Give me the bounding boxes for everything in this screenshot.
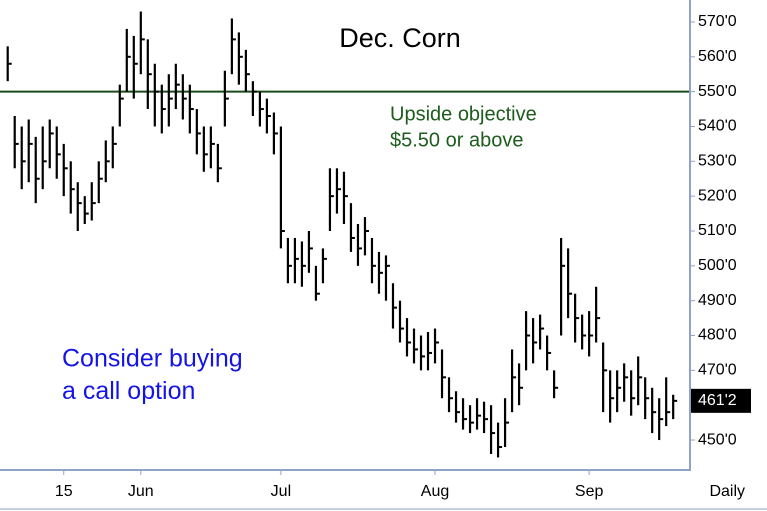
y-tick-label: 510'0 xyxy=(698,222,737,239)
y-tick-label: 550'0 xyxy=(698,83,737,100)
annotation: $5.50 or above xyxy=(390,129,523,151)
x-tick-label: 15 xyxy=(55,483,73,500)
y-tick-label: 470'0 xyxy=(698,362,737,379)
chart-title: Dec. Corn xyxy=(339,23,461,53)
period-label: Daily xyxy=(709,483,745,500)
last-price-box xyxy=(691,388,751,413)
y-tick-label: 560'0 xyxy=(698,48,737,65)
y-tick-label: 530'0 xyxy=(698,153,737,170)
x-tick-label: Sep xyxy=(575,483,604,500)
y-tick-label: 450'0 xyxy=(698,431,737,448)
annotation: Upside objective xyxy=(390,103,537,125)
y-tick-label: 570'0 xyxy=(698,13,737,30)
x-tick-label: Jun xyxy=(128,483,154,500)
y-tick-label: 480'0 xyxy=(698,327,737,344)
x-tick-label: Aug xyxy=(421,483,449,500)
annotation: Consider buying xyxy=(62,345,243,373)
x-tick-label: Jul xyxy=(271,483,291,500)
y-tick-label: 500'0 xyxy=(698,257,737,274)
last-price-label: 461'2 xyxy=(698,392,737,409)
y-tick-label: 520'0 xyxy=(698,187,737,204)
y-tick-label: 540'0 xyxy=(698,118,737,135)
annotation: a call option xyxy=(62,377,195,405)
y-tick-label: 490'0 xyxy=(698,292,737,309)
